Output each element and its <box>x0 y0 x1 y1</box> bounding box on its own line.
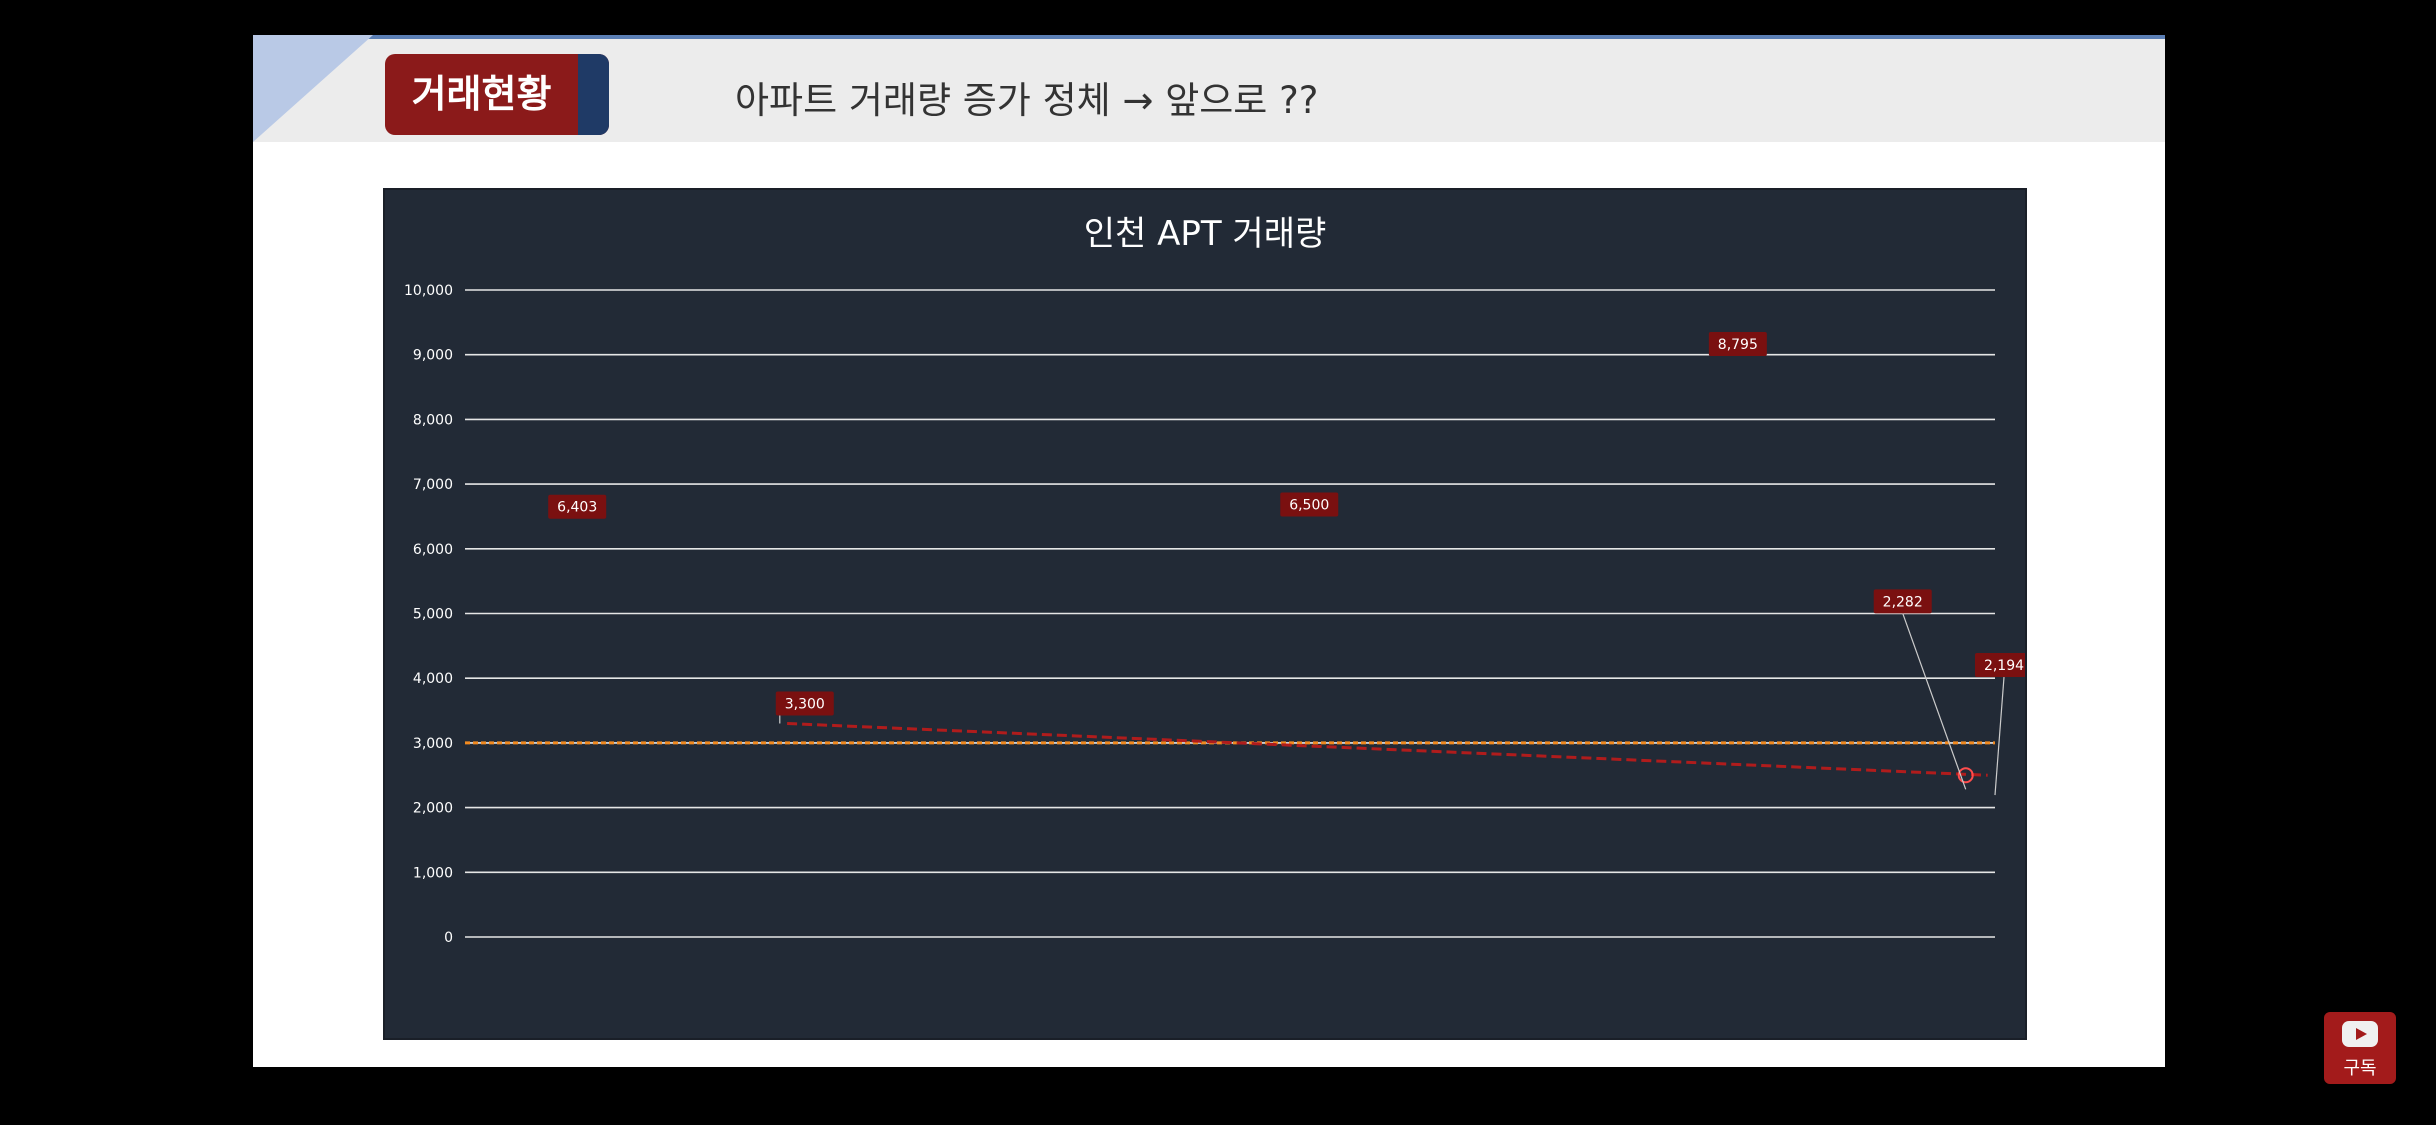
section-badge: 거래현황 <box>385 54 609 135</box>
subscribe-button[interactable]: 구독 <box>2324 1012 2396 1084</box>
annotation-label: 2,282 <box>1883 594 1923 610</box>
y-tick-label: 6,000 <box>413 542 453 558</box>
chart-title: 인천 APT 거래량 <box>1084 214 1327 254</box>
y-tick-label: 4,000 <box>413 671 453 687</box>
annotation-box <box>1280 492 1339 517</box>
y-tick-label: 0 <box>444 930 453 946</box>
y-tick-label: 5,000 <box>413 607 453 623</box>
annotation-leader <box>1994 677 2005 796</box>
subscribe-label: 구독 <box>2343 1058 2377 1079</box>
corner-decoration <box>253 35 373 142</box>
header-top-line <box>253 35 2165 39</box>
y-tick-label: 8,000 <box>413 412 453 428</box>
section-badge-edge <box>578 54 609 135</box>
y-tick-label: 7,000 <box>413 477 453 493</box>
annotation-box <box>775 691 834 716</box>
highlight-marker <box>1957 767 1974 784</box>
section-badge-label: 거래현황 <box>411 72 552 116</box>
annotation-label: 6,500 <box>1289 497 1329 513</box>
y-tick-label: 9,000 <box>413 348 453 364</box>
slide-headline: 아파트 거래량 증가 정체 → 앞으로 ?? <box>735 79 1319 122</box>
annotation-label: 3,300 <box>785 696 825 712</box>
youtube-play-icon <box>2342 1021 2378 1047</box>
annotation-label: 2,194 <box>1984 658 2024 674</box>
y-tick-label: 3,000 <box>413 736 453 752</box>
annotation-label: 8,795 <box>1718 337 1758 353</box>
chart-area: 인천 APT 거래량 0 1,000 2,000 3,000 4,000 5,000 6,00… <box>383 188 2027 1040</box>
slide: 거래현황 아파트 거래량 증가 정체 → 앞으로 ?? 인천 APT 거래량 0 1… <box>253 35 2165 1067</box>
annotation-label: 6,403 <box>557 500 597 516</box>
annotation-box <box>1708 331 1767 356</box>
y-tick-label: 2,000 <box>413 801 453 817</box>
trend-line <box>787 721 1988 777</box>
annotation-box <box>1873 589 1932 614</box>
annotation-leader <box>1902 613 1967 790</box>
annotation-box <box>1975 653 2025 678</box>
line-chart: 인천 APT 거래량 0 1,000 2,000 3,000 4,000 5,000 6,00… <box>404 214 2025 946</box>
annotation-box <box>548 494 607 519</box>
y-tick-label: 1,000 <box>413 865 453 881</box>
y-tick-label: 10,000 <box>404 283 453 299</box>
